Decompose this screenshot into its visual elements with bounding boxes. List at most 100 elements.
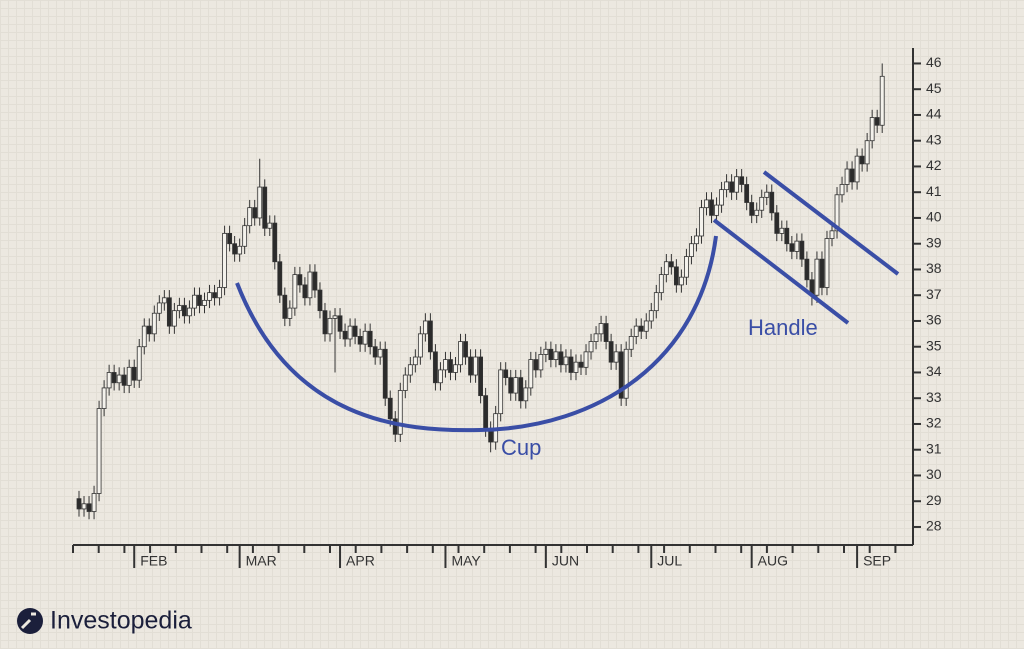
candle-body <box>443 359 448 371</box>
candle-body <box>176 305 182 312</box>
logo: Investopedia <box>17 607 192 635</box>
candle-body <box>794 240 800 252</box>
plot <box>76 63 885 520</box>
candle-body <box>709 199 714 216</box>
candle-body <box>679 276 684 286</box>
candle-body <box>734 176 740 193</box>
candle-body <box>282 294 288 319</box>
x-tick-label: APR <box>346 553 375 569</box>
candle-body <box>558 351 564 366</box>
candle-body <box>96 408 102 494</box>
candle-body <box>874 117 880 126</box>
candle-body <box>663 261 669 276</box>
candle-body <box>151 312 157 335</box>
candle-body <box>668 261 674 268</box>
candle-body <box>784 227 790 245</box>
candle-body <box>714 204 719 216</box>
y-tick-label: 29 <box>926 492 942 508</box>
candle-body <box>463 341 468 358</box>
x-tick-label: MAR <box>246 553 277 569</box>
candle-body <box>126 366 132 386</box>
candle-body <box>689 243 694 257</box>
candle-body <box>252 207 258 219</box>
candle-body <box>182 305 187 317</box>
candle-body <box>779 227 785 234</box>
candle-body <box>613 351 619 363</box>
candle-body <box>407 364 413 376</box>
y-tick-label: 30 <box>926 466 942 482</box>
candle-body <box>819 258 825 288</box>
candle-body <box>337 315 343 332</box>
candle-body <box>513 377 519 394</box>
candle-body <box>377 348 383 358</box>
candle-body <box>608 341 614 363</box>
y-tick-label: 42 <box>926 157 942 173</box>
y-tick-label: 34 <box>926 363 942 379</box>
candle-body <box>448 359 453 373</box>
candle-body <box>262 186 268 229</box>
candle-body <box>242 225 248 247</box>
candle-body <box>121 374 127 386</box>
candle-body <box>839 184 845 196</box>
candle-body <box>312 271 318 291</box>
candle-body <box>593 333 599 342</box>
candle-body <box>859 155 865 165</box>
candle-body <box>217 287 222 299</box>
y-tick-label: 38 <box>926 260 942 276</box>
y-tick-label: 33 <box>926 389 942 405</box>
candle-body <box>578 361 584 368</box>
candle-body <box>724 181 729 191</box>
candle-body <box>623 348 629 399</box>
candle-body <box>101 387 107 409</box>
candle-body <box>347 325 353 340</box>
candle-body <box>192 294 197 309</box>
candle-body <box>438 369 443 384</box>
candle-body <box>638 325 644 332</box>
candle-body <box>854 155 860 183</box>
y-tick-label: 28 <box>926 518 942 534</box>
candle-body <box>412 356 418 366</box>
x-tick-label: FEB <box>140 553 167 569</box>
candle-body <box>257 186 263 219</box>
candle-body <box>357 336 363 345</box>
candle-body <box>538 354 544 371</box>
candle-body <box>352 325 358 337</box>
candle-body <box>387 397 393 420</box>
candle-body <box>277 261 283 296</box>
y-tick-label: 46 <box>926 54 942 70</box>
candle-body <box>187 307 192 317</box>
candle-body <box>523 387 529 402</box>
candle-body <box>789 243 795 252</box>
y-tick-label: 40 <box>926 209 942 225</box>
candle-body <box>302 284 308 299</box>
candle-body <box>754 209 760 216</box>
candle-body <box>156 302 162 314</box>
candle-body <box>719 189 724 206</box>
y-tick-label: 44 <box>926 106 942 122</box>
candle-body <box>573 361 579 373</box>
logo-glyph <box>20 612 36 630</box>
x-tick-label: JUN <box>552 553 579 569</box>
candle-body <box>759 196 765 211</box>
candle-body <box>362 330 368 345</box>
candle-body <box>212 292 217 299</box>
candle-body <box>528 359 534 389</box>
candle-body <box>292 274 298 309</box>
candle-body <box>76 498 82 510</box>
brand: Investopedia <box>50 607 192 635</box>
candle-body <box>739 176 745 185</box>
candle-body <box>272 222 278 263</box>
candle-body <box>332 315 338 319</box>
candle-body <box>583 351 589 368</box>
candle-body <box>628 336 634 350</box>
candle-body <box>533 359 539 371</box>
candle-body <box>849 168 855 183</box>
candle-body <box>648 310 654 322</box>
candle-body <box>643 320 649 332</box>
candle-body <box>422 320 428 335</box>
candle-body <box>673 266 679 286</box>
candle-body <box>598 323 604 335</box>
candle-body <box>222 233 227 288</box>
y-tick-label: 37 <box>926 286 942 302</box>
